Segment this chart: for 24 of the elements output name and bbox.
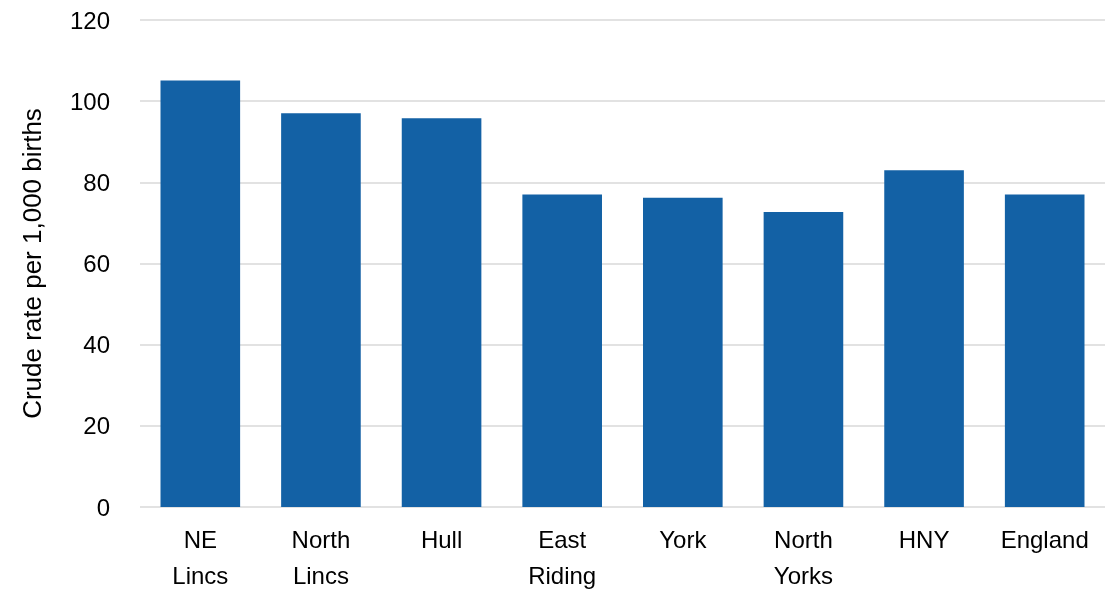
y-tick-label: 80 <box>83 168 110 196</box>
y-axis-title: Crude rate per 1,000 births <box>17 108 47 419</box>
x-tick-label: England <box>1000 525 1089 553</box>
bar <box>522 194 602 507</box>
y-tick-label: 120 <box>69 6 110 34</box>
y-tick-label: 100 <box>69 87 110 115</box>
bar <box>1004 194 1085 507</box>
bar <box>281 113 361 507</box>
x-tick-label: North Yorks <box>773 525 834 589</box>
y-tick-label: 20 <box>83 412 110 440</box>
y-tick-label: 60 <box>83 250 110 277</box>
x-tick-label: NE Lincs <box>172 525 229 589</box>
bar <box>763 211 844 507</box>
y-tick-label: 0 <box>96 493 110 521</box>
x-tick-label: North Lincs <box>291 525 351 589</box>
x-tick-label: York <box>659 525 708 553</box>
bar <box>160 80 241 507</box>
x-tick-label: HNY <box>898 525 950 553</box>
x-tick-label: Hull <box>420 525 463 553</box>
bar <box>643 197 723 507</box>
y-tick-label: 40 <box>83 331 110 359</box>
bar <box>884 170 964 507</box>
x-tick-label: East Riding <box>528 525 597 589</box>
bar <box>401 118 482 507</box>
